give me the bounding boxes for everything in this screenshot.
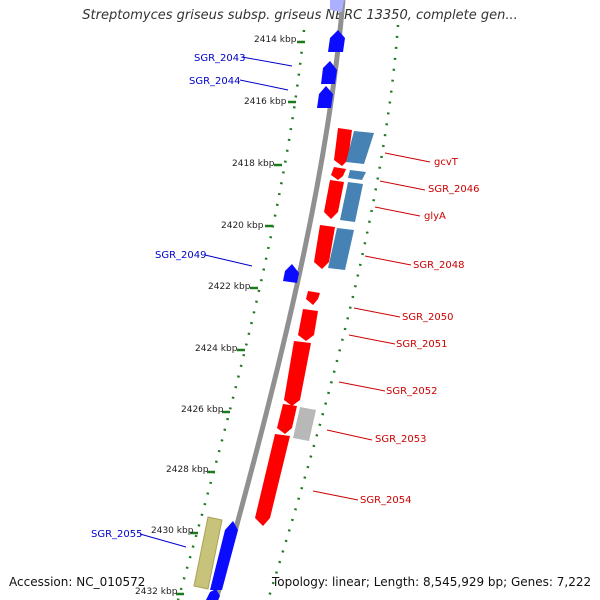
genome-stats: Topology: linear; Length: 8,545,929 bp; … [272, 575, 592, 589]
cds-gcvt[interactable] [346, 131, 374, 164]
gene-sgr2053[interactable] [277, 404, 297, 434]
gene-label[interactable]: SGR_2049 [155, 250, 207, 261]
gene-sgr2049[interactable] [283, 264, 299, 283]
scale-label: 2422 kbp [208, 282, 251, 292]
cds-glya[interactable] [340, 182, 363, 222]
gene-label[interactable]: glyA [424, 211, 446, 222]
gene-sgr2043[interactable] [328, 30, 345, 52]
left-gene-labels: SGR_2043 SGR_2044 SGR_2049 SGR_2055 [91, 53, 246, 540]
gene-label[interactable]: SGR_2050 [402, 312, 454, 323]
scale-label: 2418 kbp [232, 159, 275, 169]
scale-label: 2424 kbp [195, 344, 238, 354]
gene-label[interactable]: SGR_2046 [428, 184, 480, 195]
scale-label: 2430 kbp [151, 526, 194, 536]
gene-label[interactable]: gcvT [434, 157, 459, 168]
gene-sgr2050[interactable] [306, 291, 320, 305]
gene-label[interactable]: SGR_2051 [396, 339, 448, 350]
forward-genes [206, 0, 345, 600]
left-leaders [139, 56, 293, 548]
right-leaders [312, 152, 431, 501]
right-gene-labels: gcvT SGR_2046 glyA SGR_2048 SGR_2050 SGR… [360, 157, 480, 506]
gene-sgr2056[interactable] [210, 521, 238, 590]
cds-sgr2053[interactable] [293, 407, 316, 441]
gene-label[interactable]: SGR_2043 [194, 53, 246, 64]
scale-label: 2426 kbp [181, 405, 224, 415]
gene-sgr2052[interactable] [284, 341, 311, 406]
cds-sgr2048[interactable] [328, 228, 354, 270]
gene-label[interactable]: SGR_2048 [413, 260, 465, 271]
gene-label[interactable]: SGR_2052 [386, 386, 438, 397]
gene-label[interactable]: SGR_2053 [375, 434, 427, 445]
scale-label: 2432 kbp [135, 587, 178, 597]
scale-label: 2416 kbp [244, 97, 287, 107]
genome-axis [213, 0, 346, 600]
gene-sgr2054[interactable] [255, 434, 290, 526]
gene-label[interactable]: SGR_2055 [91, 529, 143, 540]
gene-sgr2046[interactable] [331, 167, 346, 180]
gene-sgr2044[interactable] [321, 61, 337, 84]
scale-label: 2414 kbp [254, 35, 297, 45]
cds-sgr2046[interactable] [348, 170, 366, 180]
scale-labels: 2414 kbp 2416 kbp 2418 kbp 2420 kbp 2422… [135, 35, 297, 597]
scale-label: 2420 kbp [221, 221, 264, 231]
gene-sgr2055[interactable] [193, 516, 223, 590]
map-title: Streptomyces griseus subsp. griseus NBRC… [82, 8, 518, 23]
accession-label: Accession: NC_010572 [9, 575, 146, 589]
reverse-genes [255, 128, 352, 526]
gene-label[interactable]: SGR_2044 [189, 76, 241, 87]
gene-sgr2048[interactable] [314, 225, 335, 269]
scale-label: 2428 kbp [166, 465, 209, 475]
gene-glya[interactable] [324, 180, 344, 219]
gene-sgr2057[interactable] [206, 589, 220, 600]
gene-sgr2045[interactable] [317, 86, 333, 108]
gene-label[interactable]: SGR_2054 [360, 495, 412, 506]
cds-track [293, 131, 374, 441]
gene-sgr2042[interactable] [330, 0, 344, 12]
gene-sgr2051[interactable] [298, 309, 318, 341]
major-ticks [176, 40, 305, 596]
